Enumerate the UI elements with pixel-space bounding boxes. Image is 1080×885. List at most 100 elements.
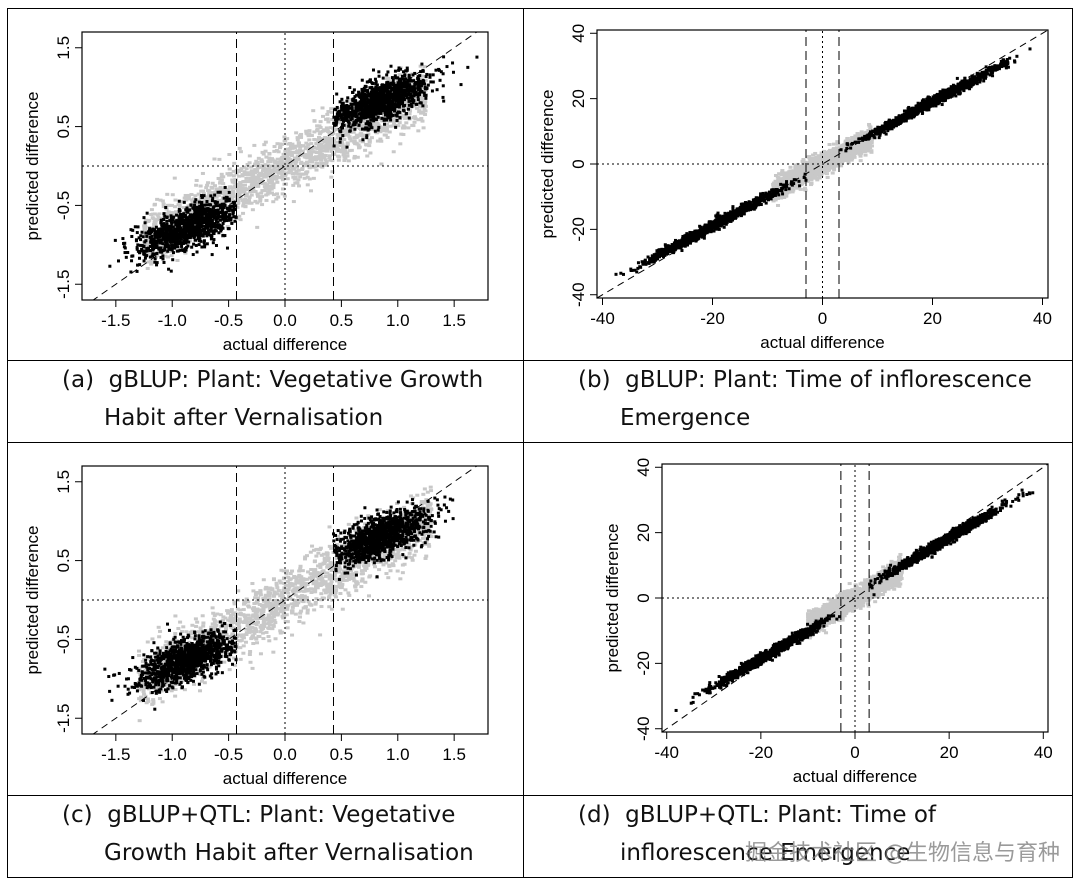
point-grey: [317, 132, 322, 136]
point-grey: [304, 131, 309, 135]
point-grey: [345, 123, 350, 127]
point-grey: [216, 187, 221, 191]
point-grey: [352, 156, 357, 160]
point-grey: [257, 172, 262, 176]
point-grey: [219, 178, 224, 182]
point-black: [373, 103, 377, 107]
point-black: [475, 55, 479, 59]
point-black: [212, 238, 216, 242]
point-grey: [376, 123, 381, 127]
point-black: [363, 106, 367, 110]
point-black: [366, 108, 370, 112]
point-grey: [260, 169, 265, 173]
point-grey: [247, 190, 252, 194]
point-grey: [314, 150, 319, 154]
point-grey: [175, 258, 180, 262]
point-black: [186, 224, 190, 228]
point-black: [394, 76, 398, 80]
point-black: [409, 95, 413, 99]
point-grey: [324, 139, 329, 143]
point-grey: [295, 149, 300, 153]
point-black: [174, 233, 178, 237]
point-grey: [306, 143, 311, 147]
point-black: [154, 246, 158, 250]
point-grey: [867, 122, 872, 126]
point-black: [362, 86, 366, 90]
point-black: [182, 236, 186, 240]
point-grey: [299, 162, 304, 166]
point-black: [407, 99, 411, 103]
point-black: [136, 263, 140, 267]
point-grey: [260, 159, 265, 163]
point-black: [418, 74, 422, 78]
point-black: [233, 219, 237, 223]
point-grey: [157, 212, 162, 216]
point-black: [122, 241, 126, 245]
point-grey: [342, 137, 347, 141]
point-black: [195, 209, 199, 213]
point-grey: [208, 206, 213, 210]
point-black: [399, 98, 403, 102]
point-black: [216, 220, 220, 224]
point-black: [142, 252, 146, 256]
point-black: [161, 228, 165, 232]
point-black: [401, 97, 405, 101]
point-black: [401, 77, 405, 81]
point-black: [346, 105, 350, 109]
point-grey: [241, 211, 246, 215]
point-black: [155, 241, 159, 245]
point-black: [376, 115, 380, 119]
point-grey: [182, 196, 187, 200]
point-black: [161, 254, 165, 258]
point-grey: [280, 192, 285, 196]
point-black: [140, 247, 144, 251]
point-black: [370, 90, 374, 94]
point-black: [437, 68, 441, 72]
point-black: [371, 98, 375, 102]
point-black: [189, 203, 193, 207]
point-grey: [324, 126, 329, 130]
point-black: [229, 218, 233, 222]
point-grey: [258, 195, 263, 199]
point-grey: [304, 171, 309, 175]
point-grey: [398, 142, 403, 146]
point-black: [438, 78, 442, 82]
point-black: [407, 116, 411, 120]
point-grey: [396, 107, 401, 111]
point-grey: [411, 116, 416, 120]
point-grey: [376, 117, 381, 121]
point-grey: [401, 133, 406, 137]
point-black: [405, 82, 409, 86]
point-grey: [358, 139, 363, 143]
point-black: [224, 210, 228, 214]
point-black: [390, 92, 394, 96]
point-black: [352, 88, 356, 92]
point-black: [169, 269, 173, 273]
point-black: [359, 117, 363, 121]
point-grey: [242, 165, 247, 169]
point-black: [185, 225, 189, 229]
point-black: [388, 91, 392, 95]
point-black: [225, 206, 229, 210]
point-black: [395, 96, 399, 100]
point-black: [188, 235, 192, 239]
point-grey: [334, 140, 339, 144]
point-black: [199, 210, 203, 214]
point-black: [205, 203, 209, 207]
point-black: [177, 249, 181, 253]
point-grey: [283, 149, 288, 153]
point-black: [386, 70, 390, 74]
point-black: [368, 107, 372, 111]
point-grey: [236, 168, 241, 172]
point-black: [224, 195, 228, 199]
point-grey: [421, 126, 426, 130]
point-black: [354, 114, 358, 118]
point-black: [176, 232, 180, 236]
point-black: [388, 90, 392, 94]
point-black: [340, 101, 344, 105]
point-grey: [364, 143, 369, 147]
point-grey: [293, 162, 298, 166]
point-grey: [207, 192, 212, 196]
point-grey: [337, 133, 342, 137]
point-black: [441, 84, 445, 88]
